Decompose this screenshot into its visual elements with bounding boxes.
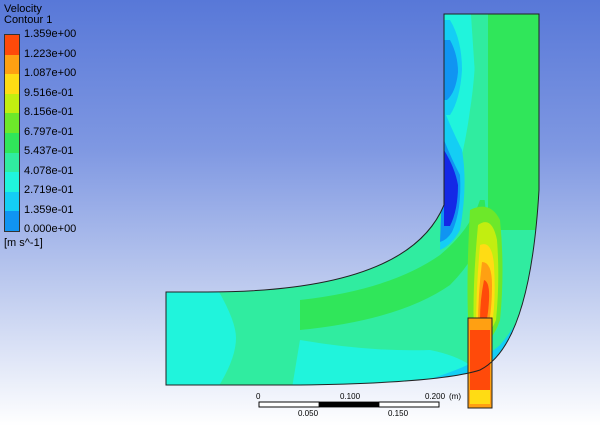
legend-variable-name: Velocity <box>4 3 42 15</box>
colorbar-segment <box>5 152 19 173</box>
scale-label-0150: 0.150 <box>388 409 409 418</box>
legend-title: Velocity Contour 1 <box>4 4 52 26</box>
legend-level-label: 5.437e-01 <box>24 145 74 157</box>
colorbar-segment <box>5 93 19 114</box>
legend-colorbar <box>4 34 20 232</box>
legend-level-label: 9.516e-01 <box>24 86 74 99</box>
legend-level-label: 1.359e-01 <box>24 203 74 216</box>
legend-level-label: 4.078e-01 <box>24 164 74 177</box>
legend-level-label: 2.719e-01 <box>24 184 74 196</box>
scale-label-0100: 0.100 <box>340 392 361 401</box>
legend-level-label: 0.000e+00 <box>24 223 77 235</box>
legend-level-label: 1.359e+00 <box>24 28 77 40</box>
colorbar-segment <box>5 211 19 231</box>
colorbar-segment <box>5 191 19 212</box>
legend-level-label: 6.797e-01 <box>24 125 74 138</box>
scale-label-0200: 0.200 <box>425 392 446 401</box>
legend-unit: [m s^-1] <box>4 237 43 249</box>
colorbar-segment <box>5 54 19 75</box>
scale-label-0: 0 <box>256 392 261 401</box>
outlet-pipe <box>467 317 493 409</box>
legend-contour-name: Contour 1 <box>4 14 53 26</box>
pipe-outline <box>165 13 540 386</box>
legend-level-label: 1.087e+00 <box>24 67 77 79</box>
colorbar-segment <box>5 74 19 94</box>
legend-level-label: 8.156e-01 <box>24 106 74 118</box>
colorbar-segment <box>5 133 19 153</box>
colorbar-segment <box>5 113 19 133</box>
colorbar-segment <box>5 35 19 55</box>
scale-unit: (m) <box>449 392 461 401</box>
scale-label-0050: 0.050 <box>298 409 319 418</box>
legend-level-label: 1.223e+00 <box>24 47 77 60</box>
colorbar-segment <box>5 172 19 192</box>
scale-bar <box>258 401 440 408</box>
